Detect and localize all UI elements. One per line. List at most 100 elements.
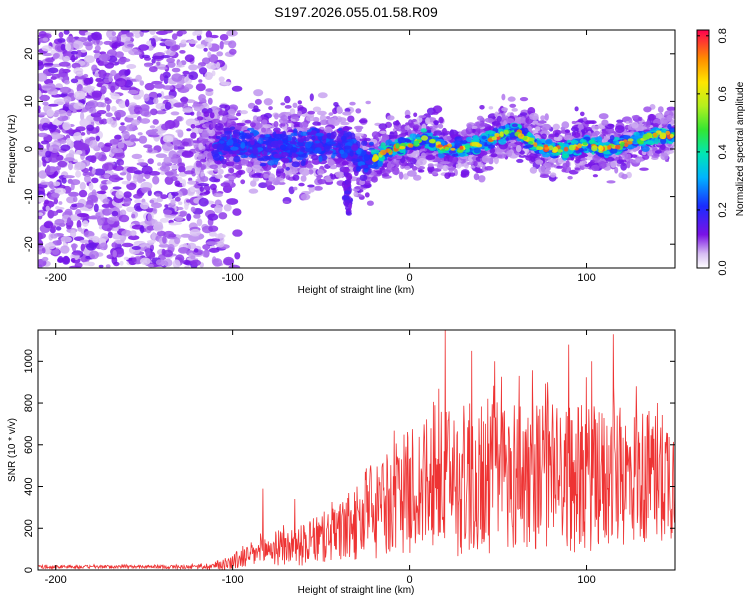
spectrogram-cell (308, 169, 314, 175)
spectrogram-cell (70, 243, 78, 249)
spectrogram-cell (378, 123, 388, 130)
spectrogram-cell (38, 124, 44, 129)
spectrogram-cell (274, 113, 279, 120)
spectrogram-cell (219, 40, 224, 50)
spectrogram-cell (41, 247, 46, 254)
spectrogram-cell (83, 41, 93, 47)
spectrogram-cell (103, 162, 115, 171)
spectrogram-cell (334, 171, 345, 178)
spectrogram-cell (667, 123, 672, 130)
spectrogram-cell (542, 162, 552, 169)
spectrogram-cell (208, 225, 219, 232)
spectrogram-cell (156, 61, 161, 66)
spectrogram-cell (87, 194, 98, 203)
spectrogram-cell (54, 187, 66, 195)
spectrogram-cell (280, 114, 289, 122)
spectrogram-cell (413, 174, 422, 181)
spectrogram-cell (62, 121, 71, 131)
spectrogram-cell (163, 209, 173, 215)
spectrogram-cell (159, 73, 165, 82)
spectrogram-cell (229, 126, 236, 130)
spectrogram-cell (190, 206, 196, 213)
spectrogram-cell (108, 36, 118, 41)
spectrogram-cell (254, 98, 262, 105)
spectrogram-cell (157, 93, 162, 98)
spectrogram-cell (535, 126, 541, 132)
spectrogram-cell (80, 132, 86, 136)
spectrogram-cell (337, 117, 347, 123)
spectrogram-cell (305, 163, 314, 169)
spectrogram-cell (583, 116, 588, 122)
spectrogram-cell (246, 127, 255, 131)
spectrogram-cell (57, 38, 66, 43)
spectrogram-cell (622, 152, 628, 160)
spectrogram-cell (262, 136, 269, 141)
spectrogram-cell (432, 105, 443, 114)
spectrogram-cell (660, 152, 669, 161)
spectrogram-cell (167, 61, 176, 68)
spectrogram-cell (327, 158, 334, 167)
spectrogram-cell (253, 89, 264, 97)
spectrogram-cell (134, 32, 141, 39)
spectrogram-cell (118, 100, 127, 109)
spectrogram-cell (298, 182, 305, 187)
spectrogram-cell (115, 51, 124, 58)
spectrogram-cell (645, 120, 651, 128)
spectrogram-cell (247, 102, 256, 109)
spectrogram-cell (162, 85, 174, 90)
spectrogram-cell (188, 39, 198, 44)
spectrogram-cell (133, 170, 144, 175)
spectrogram-cell (75, 170, 82, 178)
spectrogram-cell (146, 240, 156, 244)
spectrogram-cell (592, 125, 601, 130)
spectrogram-cell (427, 165, 435, 173)
spectrogram-cell (73, 102, 85, 110)
spectrogram-cell (299, 121, 309, 129)
spectrogram-cell (162, 135, 174, 143)
spectrogram-cell (549, 172, 557, 178)
spectrogram-cell (164, 39, 177, 47)
spectrogram-cell (325, 116, 331, 120)
spectrogram-cell (489, 147, 495, 154)
spectrogram-cell (201, 145, 206, 149)
spectrogram-cell (460, 172, 467, 178)
spectrogram-cell (365, 100, 372, 105)
spectrogram-cell (567, 175, 573, 180)
spectrogram-cell (38, 72, 48, 82)
spectrogram-cell (198, 79, 203, 83)
spectrogram-cell (506, 150, 513, 158)
spectrogram-cell (171, 191, 179, 197)
spectrogram-cell (115, 190, 124, 199)
spectrogram-cell (46, 164, 51, 174)
spectrogram-cell (123, 197, 132, 207)
spectrogram-cell (134, 51, 142, 55)
spectrogram-cell (114, 109, 126, 118)
spectrogram-cell (109, 138, 120, 145)
spectrogram-cell (209, 164, 219, 170)
spectrogram-cell (184, 265, 190, 268)
spectrogram-cell (76, 219, 82, 229)
spectrogram-cell (448, 155, 459, 163)
spectrogram-cell (74, 161, 86, 171)
spectrogram-cell (520, 116, 526, 124)
spectrogram-cell (84, 174, 91, 183)
spectrogram-cell (427, 163, 434, 168)
spectrogram-cell (268, 106, 273, 111)
spectrogram-cell (385, 139, 393, 146)
spectrogram-cell (126, 114, 138, 119)
spectrogram-cell (404, 125, 411, 131)
spectrogram-cell (55, 205, 60, 210)
spectrogram-cell (139, 80, 145, 86)
spectrogram-cell (163, 75, 169, 85)
spectrogram-cell (312, 121, 321, 126)
spectrogram-cell (66, 110, 72, 117)
spectrogram-cell (139, 244, 150, 248)
spectrogram-cell (467, 161, 475, 165)
spectrogram-cell (41, 45, 53, 52)
spectrogram-cell (203, 111, 210, 118)
spectrogram-cell (214, 204, 223, 214)
spectrogram-cell (182, 107, 193, 113)
spectrogram-cell (371, 176, 378, 183)
spectrogram-cell (70, 258, 76, 263)
spectrogram-cell (82, 171, 92, 177)
